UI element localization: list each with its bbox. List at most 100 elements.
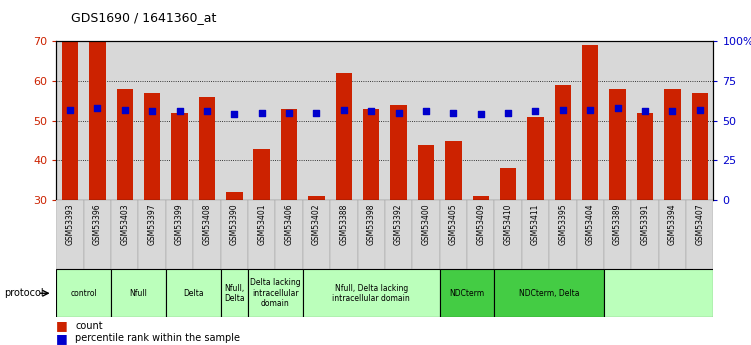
Text: GSM53399: GSM53399	[175, 204, 184, 245]
Bar	[330, 200, 357, 269]
Text: GSM53393: GSM53393	[65, 204, 74, 245]
Bar	[494, 269, 604, 317]
Text: ■: ■	[56, 319, 68, 333]
Text: count: count	[75, 321, 103, 331]
Point	[393, 110, 405, 116]
Bar	[253, 148, 270, 200]
Bar	[308, 196, 324, 200]
Text: GSM53410: GSM53410	[504, 204, 513, 245]
Text: ■: ■	[56, 332, 68, 345]
Bar	[226, 192, 243, 200]
Bar	[221, 269, 248, 317]
Text: GDS1690 / 1641360_at: GDS1690 / 1641360_at	[71, 11, 217, 24]
Text: GSM53405: GSM53405	[449, 204, 458, 245]
Bar	[83, 200, 111, 269]
Bar	[418, 145, 434, 200]
Bar	[412, 200, 439, 269]
Bar	[439, 200, 467, 269]
Text: GSM53394: GSM53394	[668, 204, 677, 245]
Bar	[582, 45, 599, 200]
Bar	[111, 269, 166, 317]
Bar	[686, 200, 713, 269]
Bar	[609, 89, 626, 200]
Bar	[659, 200, 686, 269]
Text: GSM53391: GSM53391	[641, 204, 650, 245]
Point	[475, 112, 487, 117]
Point	[310, 110, 322, 116]
Bar	[363, 109, 379, 200]
Bar	[467, 200, 494, 269]
Text: GSM53390: GSM53390	[230, 204, 239, 245]
Bar	[248, 200, 276, 269]
Bar	[303, 200, 330, 269]
Bar	[199, 97, 215, 200]
Point	[255, 110, 267, 116]
Bar	[56, 269, 111, 317]
Text: NDCterm, Delta: NDCterm, Delta	[519, 289, 580, 298]
Point	[666, 108, 678, 114]
Bar	[248, 269, 303, 317]
Bar	[385, 200, 412, 269]
Bar	[632, 200, 659, 269]
Point	[283, 110, 295, 116]
Text: GSM53402: GSM53402	[312, 204, 321, 245]
Bar	[281, 109, 297, 200]
Text: Delta: Delta	[183, 289, 204, 298]
Point	[228, 112, 240, 117]
Point	[584, 107, 596, 112]
Point	[611, 105, 623, 111]
Text: Nfull: Nfull	[129, 289, 147, 298]
Text: GSM53388: GSM53388	[339, 204, 348, 245]
Point	[556, 107, 569, 112]
Point	[694, 107, 706, 112]
Bar	[692, 93, 708, 200]
Text: GSM53398: GSM53398	[366, 204, 376, 245]
Bar	[336, 73, 352, 200]
Bar	[604, 200, 632, 269]
Point	[448, 110, 460, 116]
Bar	[391, 105, 407, 200]
Text: GSM53409: GSM53409	[476, 204, 485, 245]
Bar	[116, 89, 133, 200]
Bar	[62, 41, 78, 200]
Text: protocol: protocol	[4, 288, 44, 298]
Point	[92, 105, 104, 111]
Text: GSM53389: GSM53389	[613, 204, 622, 245]
Bar	[89, 41, 106, 200]
Text: GSM53406: GSM53406	[285, 204, 294, 245]
Bar	[171, 113, 188, 200]
Text: NDCterm: NDCterm	[449, 289, 484, 298]
Text: GSM53397: GSM53397	[148, 204, 157, 245]
Text: GSM53396: GSM53396	[93, 204, 102, 245]
Bar	[494, 200, 522, 269]
Bar	[527, 117, 544, 200]
Bar	[166, 200, 193, 269]
Bar	[445, 140, 462, 200]
Bar	[472, 196, 489, 200]
Bar	[637, 113, 653, 200]
Point	[338, 107, 350, 112]
Point	[639, 108, 651, 114]
Point	[365, 108, 377, 114]
Bar	[144, 93, 161, 200]
Text: GSM53403: GSM53403	[120, 204, 129, 245]
Bar	[357, 200, 385, 269]
Point	[119, 107, 131, 112]
Bar	[111, 200, 138, 269]
Point	[173, 108, 185, 114]
Bar	[664, 89, 680, 200]
Point	[64, 107, 76, 112]
Text: GSM53404: GSM53404	[586, 204, 595, 245]
Text: GSM53395: GSM53395	[558, 204, 567, 245]
Bar	[439, 269, 494, 317]
Bar	[577, 200, 604, 269]
Text: GSM53407: GSM53407	[695, 204, 704, 245]
Text: GSM53400: GSM53400	[421, 204, 430, 245]
Point	[201, 108, 213, 114]
Text: Nfull,
Delta: Nfull, Delta	[224, 284, 245, 303]
Text: control: control	[71, 289, 97, 298]
Point	[529, 108, 541, 114]
Bar	[56, 200, 83, 269]
Bar	[500, 168, 517, 200]
Bar	[303, 269, 439, 317]
